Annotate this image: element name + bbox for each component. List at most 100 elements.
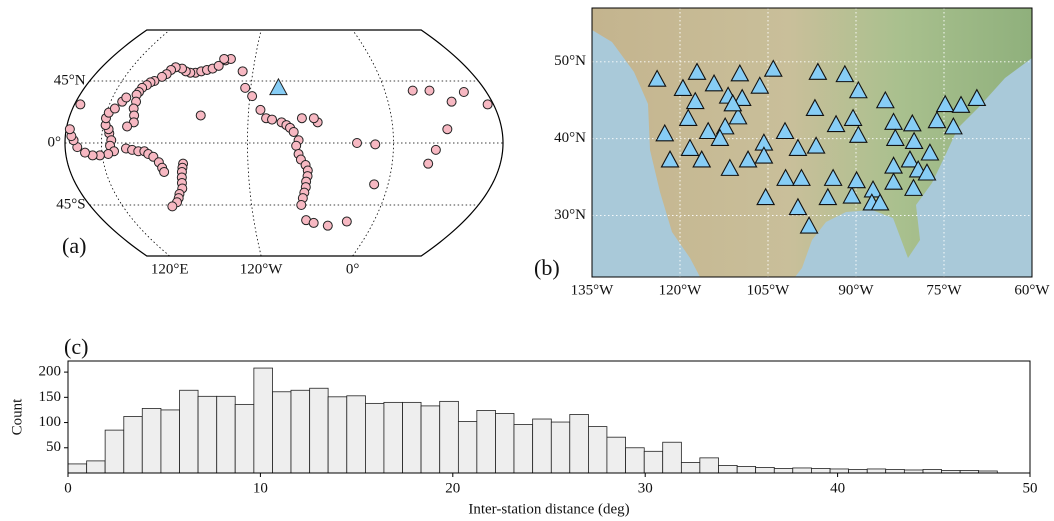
- bar: [217, 396, 235, 473]
- bar: [310, 388, 328, 473]
- event-marker: [122, 93, 131, 102]
- lon-tick-label: 120°W: [240, 261, 283, 277]
- event-marker: [81, 148, 90, 157]
- event-marker: [309, 114, 318, 123]
- event-marker: [65, 125, 74, 134]
- y-tick-label: 100: [39, 414, 62, 430]
- bar: [477, 410, 496, 473]
- bar: [681, 462, 699, 473]
- bar: [440, 401, 459, 473]
- event-marker: [353, 139, 362, 148]
- y-tick-label: 50: [46, 439, 61, 455]
- bar: [533, 419, 552, 473]
- bar: [235, 404, 254, 473]
- bar: [719, 465, 738, 473]
- bar: [68, 464, 87, 473]
- event-marker: [256, 105, 265, 114]
- bar: [273, 392, 291, 473]
- bar: [737, 466, 755, 473]
- bar: [570, 414, 589, 473]
- event-marker: [342, 217, 351, 226]
- x-tick-label: 50: [1023, 480, 1038, 496]
- x-tick-label: 0: [64, 480, 72, 496]
- event-marker: [289, 127, 298, 136]
- bar: [105, 430, 124, 473]
- event-marker: [443, 125, 452, 134]
- event-marker: [459, 88, 468, 97]
- bar: [328, 397, 347, 473]
- lon-tick-label: 75°W: [926, 282, 962, 298]
- bar: [700, 458, 719, 473]
- bar: [198, 396, 217, 473]
- bar: [347, 396, 366, 473]
- bar: [774, 468, 792, 473]
- event-marker: [309, 218, 318, 227]
- lat-tick-label: 40°N: [554, 130, 586, 146]
- event-marker: [297, 114, 306, 123]
- bar: [403, 402, 421, 473]
- event-marker: [110, 104, 119, 113]
- figure: (a) (b) (c) 45°N0°45°S120°E120°W0°30°N40…: [0, 0, 1054, 521]
- bar: [811, 468, 830, 473]
- event-marker: [123, 122, 132, 131]
- event-marker: [241, 83, 250, 92]
- event-marker: [104, 150, 113, 159]
- y-axis-label: Count: [9, 398, 25, 436]
- event-marker: [76, 100, 85, 109]
- bar: [496, 413, 514, 473]
- lon-tick-label: 120°E: [151, 261, 189, 277]
- bar: [886, 469, 905, 473]
- bar: [458, 422, 476, 473]
- bar: [588, 427, 606, 473]
- bar: [830, 469, 848, 473]
- event-marker: [196, 111, 205, 120]
- bar: [923, 469, 941, 473]
- bar: [254, 368, 273, 473]
- bar: [607, 437, 626, 473]
- event-marker: [323, 221, 332, 230]
- lat-tick-label: 45°N: [54, 72, 86, 88]
- bar: [849, 469, 868, 473]
- panel-label: (a): [62, 233, 86, 258]
- lon-tick-label: 0°: [346, 261, 360, 277]
- panel-label: (b): [534, 255, 560, 280]
- y-tick-label: 150: [39, 389, 62, 405]
- bar: [793, 468, 812, 473]
- x-tick-label: 20: [445, 480, 460, 496]
- event-marker: [424, 159, 433, 168]
- event-marker: [370, 180, 379, 189]
- lat-tick-label: 50°N: [554, 53, 586, 69]
- event-marker: [371, 140, 380, 149]
- x-tick-label: 30: [638, 480, 653, 496]
- lat-tick-label: 45°S: [56, 196, 85, 212]
- event-marker: [292, 141, 301, 150]
- bar: [663, 442, 682, 473]
- event-marker: [408, 86, 417, 95]
- bar: [514, 425, 533, 473]
- event-marker: [268, 115, 277, 124]
- event-marker: [238, 67, 247, 76]
- event-marker: [168, 202, 177, 211]
- bar: [87, 461, 105, 473]
- x-tick-label: 40: [830, 480, 845, 496]
- map-background: [592, 8, 1032, 277]
- x-tick-label: 10: [253, 480, 268, 496]
- bar: [756, 467, 775, 473]
- bar: [644, 451, 662, 473]
- page: {"chart_data": [ {"type": "map", "projec…: [0, 0, 1054, 521]
- bar: [365, 403, 383, 473]
- event-marker: [220, 54, 229, 63]
- bar: [291, 390, 310, 473]
- bar: [626, 448, 645, 473]
- bar: [384, 402, 403, 473]
- bar: [867, 469, 885, 473]
- event-marker: [160, 167, 169, 176]
- y-tick-label: 200: [39, 364, 62, 380]
- event-marker: [483, 100, 492, 109]
- lat-tick-label: 30°N: [554, 207, 586, 223]
- lon-tick-label: 90°W: [838, 282, 874, 298]
- bar: [421, 406, 440, 473]
- bar: [180, 390, 198, 473]
- lon-tick-label: 105°W: [747, 282, 790, 298]
- event-marker: [447, 97, 456, 106]
